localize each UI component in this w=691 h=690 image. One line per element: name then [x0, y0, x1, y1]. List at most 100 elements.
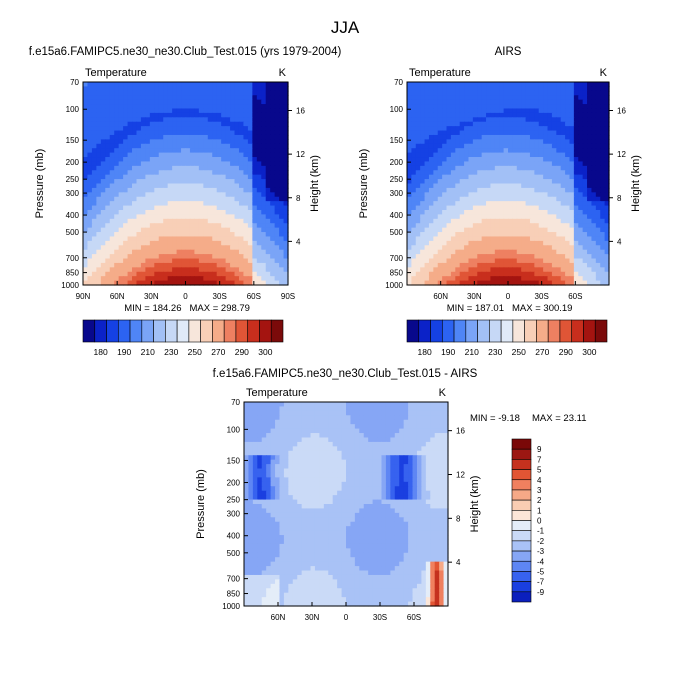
contour-cell [158, 192, 164, 198]
contour-cell [83, 139, 89, 145]
contour-cell [512, 179, 518, 185]
contour-cell [234, 90, 240, 96]
contour-cell [455, 240, 461, 246]
contour-cell [477, 161, 483, 167]
contour-cell [477, 201, 483, 207]
contour-cell [578, 126, 584, 132]
contour-cell [163, 170, 169, 176]
contour-cell [257, 419, 263, 425]
contour-cell [604, 90, 610, 96]
contour-cell [472, 121, 478, 127]
contour-cell [266, 402, 272, 408]
contour-cell [424, 170, 430, 176]
contour-cell [595, 90, 601, 96]
contour-cell [158, 134, 164, 140]
contour-cell [279, 82, 285, 88]
contour-cell [91, 104, 97, 110]
contour-cell [415, 121, 421, 127]
contour-cell [428, 280, 434, 286]
contour-cell [434, 437, 440, 443]
contour-cell [163, 134, 169, 140]
contour-cell [446, 179, 452, 185]
contour-cell [207, 99, 213, 105]
contour-cell [181, 240, 187, 246]
contour-cell [525, 108, 531, 114]
contour-cell [216, 90, 222, 96]
contour-cell [256, 86, 262, 92]
contour-cell [547, 108, 553, 114]
contour-cell [346, 428, 352, 434]
contour-cell [234, 126, 240, 132]
contour-cell [428, 262, 434, 268]
contour-cell [114, 201, 120, 207]
contour-cell [604, 157, 610, 163]
contour-cell [158, 99, 164, 105]
contour-cell [591, 95, 597, 101]
contour-cell [185, 82, 191, 88]
contour-cell [83, 201, 89, 207]
contour-cell [604, 104, 610, 110]
contour-cell [551, 249, 557, 255]
contour-cell [149, 112, 155, 118]
contour-cell [274, 205, 280, 211]
contour-cell [163, 280, 169, 286]
contour-cell [323, 419, 329, 425]
contour-cell [591, 152, 597, 158]
contour-cell [399, 402, 405, 408]
contour-cell [87, 161, 93, 167]
contour-cell [468, 121, 474, 127]
contour-cell [279, 117, 285, 123]
contour-cell [446, 249, 452, 255]
contour-cell [149, 280, 155, 286]
contour-cell [573, 218, 579, 224]
contour-cell [521, 121, 527, 127]
contour-cell [136, 280, 142, 286]
contour-cell [198, 254, 204, 260]
contour-cell [257, 402, 263, 408]
contour-cell [118, 258, 124, 264]
contour-cell [225, 249, 231, 255]
contour-cell [181, 104, 187, 110]
contour-cell [472, 152, 478, 158]
contour-cell [494, 104, 500, 110]
contour-cell [407, 201, 412, 207]
contour-cell [560, 183, 566, 189]
contour-cell [207, 227, 213, 233]
contour-cell [261, 271, 267, 277]
contour-cell [450, 108, 456, 114]
contour-cell [114, 161, 120, 167]
contour-cell [127, 108, 133, 114]
contour-cell [247, 134, 253, 140]
contour-cell [604, 196, 610, 202]
contour-cell [234, 271, 240, 277]
contour-cell [234, 179, 240, 185]
contour-cell [578, 108, 584, 114]
contour-cell [459, 95, 465, 101]
contour-cell [439, 415, 445, 421]
contour-cell [145, 196, 151, 202]
contour-cell [243, 218, 249, 224]
contour-cell [181, 117, 187, 123]
contour-cell [428, 271, 434, 277]
contour-cell [424, 280, 430, 286]
contour-cell [529, 249, 535, 255]
contour-cell [499, 201, 505, 207]
contour-cell [556, 245, 562, 251]
contour-cell [100, 280, 106, 286]
contour-cell [145, 183, 151, 189]
contour-cell [140, 99, 146, 105]
contour-cell [136, 86, 142, 92]
contour-cell [407, 254, 412, 260]
contour-cell [459, 130, 465, 136]
contour-cell [252, 165, 258, 171]
contour-cell [578, 258, 584, 264]
contour-cell [442, 95, 448, 101]
contour-cell [198, 258, 204, 264]
contour-cell [416, 455, 422, 461]
contour-cell [248, 459, 254, 465]
y-tick-label: 700 [390, 254, 404, 263]
contour-cell [283, 90, 289, 96]
contour-cell [332, 446, 338, 452]
contour-cell [446, 165, 452, 171]
contour-cell [428, 205, 434, 211]
